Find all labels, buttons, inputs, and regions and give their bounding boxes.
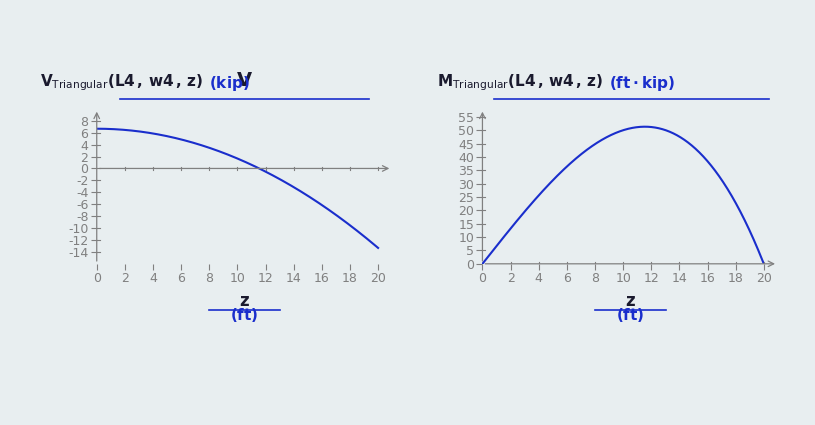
Text: $\mathbf{z}$: $\mathbf{z}$	[239, 292, 250, 310]
Text: $\mathit{\mathbf{(kip)}}$: $\mathit{\mathbf{(kip)}}$	[209, 74, 250, 94]
Text: $\mathit{\mathbf{(ft \cdot kip)}}$: $\mathit{\mathbf{(ft \cdot kip)}}$	[610, 74, 676, 94]
Text: $\mathbf{M}_{\mathrm{Triangular}}$$\mathbf{(L4\,,\,w4\,,\,z)}$: $\mathbf{M}_{\mathrm{Triangular}}$$\math…	[437, 73, 604, 94]
Text: $\mathbf{z}$: $\mathbf{z}$	[625, 292, 636, 310]
Text: $\mathit{\mathbf{(ft)}}$: $\mathit{\mathbf{(ft)}}$	[230, 306, 258, 324]
Text: $\mathit{\mathbf{(ft)}}$: $\mathit{\mathbf{(ft)}}$	[616, 306, 645, 324]
Text: $\mathbf{V}$: $\mathbf{V}$	[236, 71, 253, 90]
Text: $\mathbf{V}_{\mathrm{Triangular}}$$\mathbf{(L4\,,\,w4\,,\,z)}$: $\mathbf{V}_{\mathrm{Triangular}}$$\math…	[40, 73, 203, 94]
